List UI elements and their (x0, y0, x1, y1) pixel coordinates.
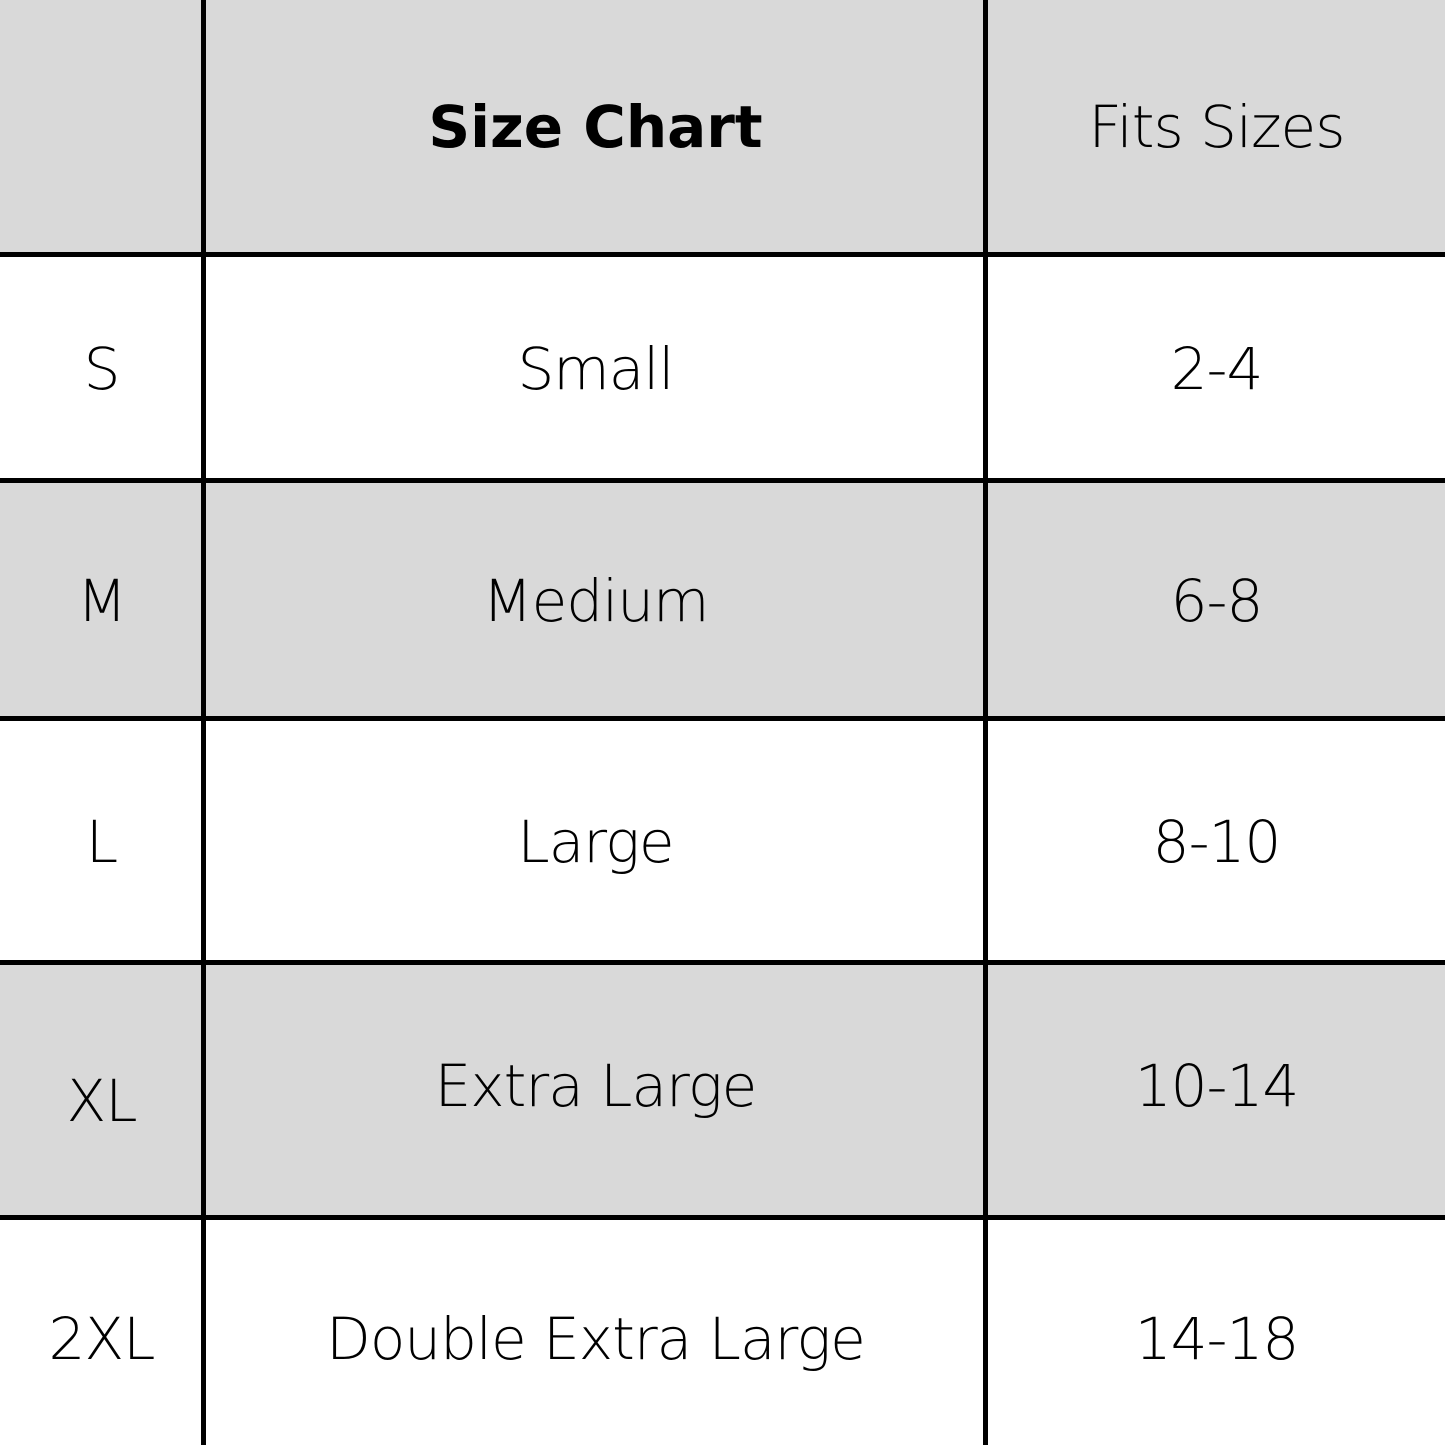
size-name: Large (517, 807, 674, 876)
row-divider (0, 960, 1445, 965)
fits-sizes: 14-18 (1134, 1304, 1300, 1373)
header-fits-sizes: Fits Sizes (1088, 93, 1346, 161)
row-divider (0, 252, 1445, 257)
size-name: Extra Large (434, 1052, 758, 1120)
size-code: 2XL (48, 1304, 156, 1373)
column-divider (983, 0, 988, 1445)
size-code: L (85, 807, 118, 876)
header-cell-empty (0, 0, 203, 254)
table-row: S Small 2-4 (0, 257, 1445, 480)
header-row: Size Chart Fits Sizes (0, 0, 1445, 254)
table-row: 2XL Double Extra Large 14-18 (0, 1220, 1445, 1445)
size-code: M (76, 566, 127, 635)
fits-sizes: 8-10 (1152, 807, 1282, 876)
size-name: Small (517, 334, 674, 403)
size-code: XL (66, 1067, 137, 1135)
size-name: Medium (482, 566, 710, 635)
column-divider (201, 0, 206, 1445)
table-title: Size Chart (428, 93, 763, 161)
table-row: XL Extra Large 10-14 (0, 965, 1445, 1217)
size-code: S (83, 334, 121, 403)
row-divider (0, 478, 1445, 483)
fits-sizes: 10-14 (1134, 1052, 1300, 1120)
table-row: M Medium 6-8 (0, 483, 1445, 718)
row-divider (0, 1215, 1445, 1220)
size-name: Double Extra Large (326, 1304, 866, 1373)
row-divider (0, 716, 1445, 721)
table-row: L Large 8-10 (0, 721, 1445, 962)
fits-sizes: 6-8 (1170, 566, 1264, 635)
fits-sizes: 2-4 (1170, 334, 1264, 403)
